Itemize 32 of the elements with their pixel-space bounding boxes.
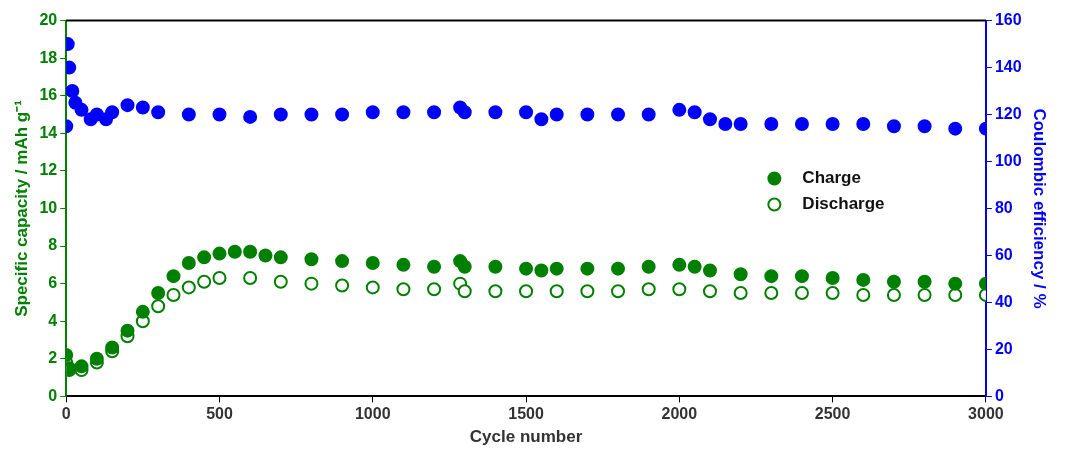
x-tick-label: 2500 — [814, 405, 851, 423]
x-axis-title: Cycle number — [469, 427, 583, 447]
y-tick-label: 8 — [48, 236, 58, 254]
y-tick-label: 16 — [39, 86, 58, 104]
y2-tick-label: 160 — [994, 11, 1022, 29]
y2-tick-label: 140 — [994, 57, 1022, 75]
y-tick-label: 6 — [48, 274, 58, 292]
y-tick-label: 10 — [39, 198, 58, 216]
x-tick-label: 2000 — [661, 405, 698, 423]
y-tick-label: 0 — [48, 386, 58, 404]
y2-tick-label: 0 — [994, 386, 1004, 404]
y2-tick-label: 80 — [994, 198, 1013, 216]
y2-axis-title: Coulombic efficiency / % — [1030, 108, 1050, 309]
x-tick-label: 3000 — [968, 405, 1004, 423]
y-tick-label: 18 — [39, 48, 58, 66]
y2-tick-label: 40 — [994, 292, 1013, 310]
x-tick-label: 1500 — [508, 405, 544, 423]
y-tick-label: 2 — [48, 349, 58, 367]
y-tick-label: 4 — [48, 311, 58, 329]
y-tick-label: 12 — [39, 161, 58, 179]
y2-tick-label: 120 — [994, 104, 1022, 122]
y-tick-label: 14 — [39, 123, 58, 141]
legend-label: Charge — [802, 168, 861, 188]
y2-tick-label: 100 — [994, 151, 1022, 169]
x-tick-label: 0 — [61, 405, 71, 423]
legend-label: Discharge — [802, 194, 885, 214]
y2-tick-label: 20 — [994, 339, 1013, 357]
y2-tick-label: 60 — [994, 245, 1013, 263]
x-tick-label: 500 — [206, 405, 233, 423]
y-axis-title: Specific capacity / mAh g⁻¹ — [11, 99, 31, 317]
x-tick-label: 1000 — [354, 405, 391, 423]
y-tick-label: 20 — [39, 11, 58, 29]
